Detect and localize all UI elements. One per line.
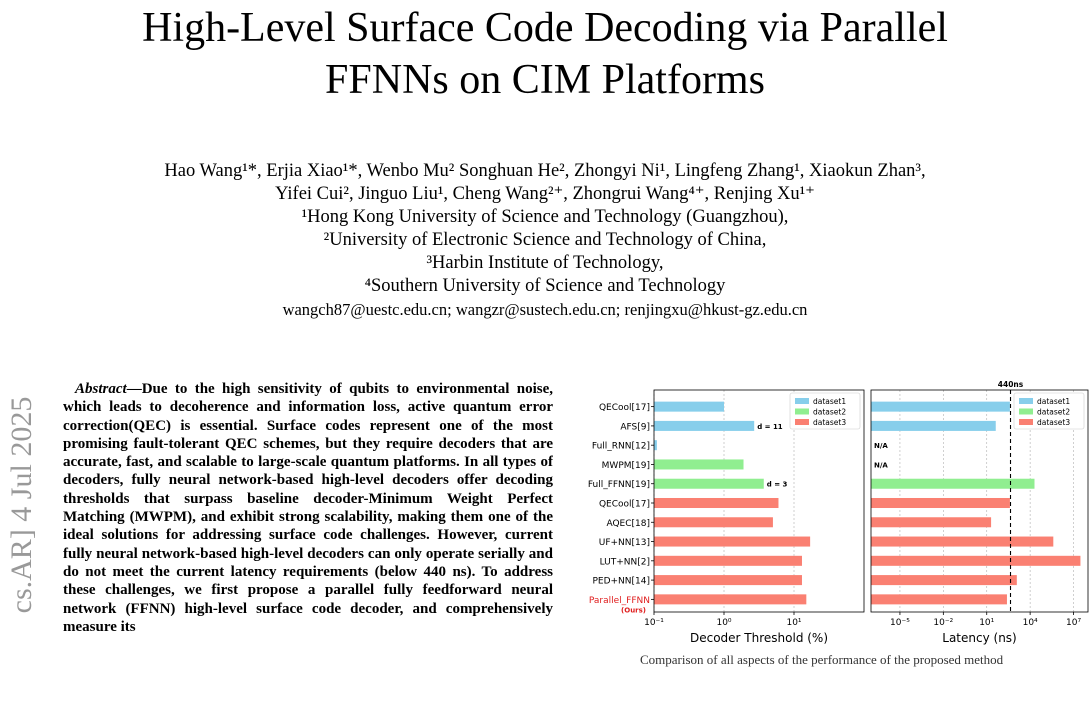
category-label: QECool[17]	[599, 500, 650, 510]
affiliation-4: ⁴Southern University of Science and Tech…	[364, 276, 726, 296]
legend-swatch-dataset3	[795, 419, 809, 425]
legend-swatch-dataset2	[1019, 408, 1033, 415]
bar-dataset3	[871, 575, 1017, 586]
abstract-lead: Abstract	[75, 381, 127, 397]
legend-swatch-dataset1	[1019, 398, 1033, 404]
x-tick-label: 10⁴	[1023, 618, 1038, 628]
x-tick-label: 10⁻¹	[644, 618, 664, 628]
bar-dataset3	[871, 594, 1007, 605]
category-label: Full_RNN[12]	[592, 442, 650, 452]
bar-dataset3	[871, 555, 1081, 566]
bar-dataset3	[654, 517, 773, 528]
legend-swatch-dataset2	[795, 408, 809, 415]
category-label: PED+NN[14]	[592, 577, 650, 587]
x-tick-label: 10¹	[786, 618, 801, 628]
bar-dataset1	[871, 420, 996, 431]
bar-dataset3	[871, 497, 1010, 509]
authors-line-2: Yifei Cui², Jinguo Liu¹, Cheng Wang²⁺, Z…	[275, 184, 815, 204]
bar-annotation: d = 11	[757, 423, 783, 431]
legend-swatch-dataset3	[1019, 419, 1033, 425]
x-tick-label: 10⁻⁵	[890, 618, 910, 628]
bar-dataset1	[654, 440, 657, 451]
bar-dataset1	[871, 401, 1010, 412]
category-label: Parallel_FFNN	[589, 596, 650, 606]
author-emails: wangch87@uestc.edu.cn; wangzr@sustech.ed…	[282, 300, 808, 319]
authors-line-1: Hao Wang¹*, Erjia Xiao¹*, Wenbo Mu² Song…	[164, 161, 926, 181]
category-label: MWPM[19]	[602, 461, 650, 471]
plot-frame	[870, 389, 1089, 613]
bar-annotation: N/A	[874, 442, 888, 450]
legend-label: dataset3	[1037, 418, 1070, 427]
paper-title: High-Level Surface Code Decoding via Par…	[0, 2, 1090, 106]
affiliation-3: ³Harbin Institute of Technology,	[426, 253, 664, 273]
arxiv-stamp: cs.AR] 4 Jul 2025	[5, 396, 38, 614]
x-tick-label: 10⁷	[1066, 618, 1081, 628]
x-axis-label: Latency (ns)	[942, 631, 1016, 645]
bar-dataset3	[654, 497, 779, 509]
bar-dataset1	[654, 420, 755, 431]
bar-dataset3	[871, 517, 992, 528]
bar-dataset1	[654, 401, 724, 412]
title-line-1: High-Level Surface Code Decoding via Par…	[142, 5, 948, 51]
abstract-body: —Due to the high sensitivity of qubits t…	[63, 381, 553, 635]
bar-dataset2	[654, 459, 744, 470]
bar-dataset2	[654, 478, 764, 489]
legend-label: dataset1	[813, 397, 846, 406]
bar-dataset3	[654, 536, 811, 547]
bar-annotation: N/A	[874, 461, 888, 469]
bar-dataset2	[871, 478, 1035, 489]
category-label: AFS[9]	[620, 422, 650, 432]
affiliation-1: ¹Hong Kong University of Science and Tec…	[301, 207, 789, 227]
legend-swatch-dataset1	[795, 398, 809, 404]
x-tick-label: 10¹	[979, 618, 994, 628]
affiliation-2: ²University of Electronic Science and Te…	[323, 230, 767, 250]
title-line-2: FFNNs on CIM Platforms	[325, 57, 765, 103]
category-label: QECool[17]	[599, 403, 650, 413]
bar-dataset3	[871, 536, 1054, 547]
category-label: LUT+NN[2]	[600, 557, 650, 567]
x-tick-label: 10⁻²	[933, 618, 953, 628]
ours-label: (Ours)	[621, 606, 646, 614]
figure-caption: Comparison of all aspects of the perform…	[640, 652, 1004, 667]
bar-annotation: d = 3	[767, 481, 788, 489]
x-axis-label: Decoder Threshold (%)	[690, 631, 828, 645]
x-tick-label: 10⁰	[716, 618, 731, 628]
legend-label: dataset3	[813, 418, 846, 427]
bar-dataset3	[654, 594, 807, 605]
comparison-chart-svg: 10⁻¹ 10⁰ 10¹ d = 11 d = 3 Decoder Threshold (…	[588, 380, 1089, 645]
category-label: UF+NN[13]	[599, 538, 650, 548]
plot-frame	[653, 389, 865, 613]
bar-dataset3	[654, 555, 802, 566]
legend-label: dataset1	[1037, 397, 1070, 406]
latency-reference-label: 440ns	[998, 380, 1024, 389]
author-block: Hao Wang¹*, Erjia Xiao¹*, Wenbo Mu² Song…	[0, 160, 1090, 321]
bar-dataset3	[654, 575, 802, 586]
category-label: Full_FFNN[19]	[588, 480, 650, 490]
legend-label: dataset2	[813, 408, 846, 417]
abstract-paragraph: Abstract—Due to the high sensitivity of …	[63, 380, 553, 636]
category-label: AQEC[18]	[606, 519, 650, 529]
comparison-figure: 10⁻¹ 10⁰ 10¹ d = 11 d = 3 Decoder Threshold (…	[575, 378, 1090, 667]
legend-label: dataset2	[1037, 408, 1070, 417]
abstract: Abstract—Due to the high sensitivity of …	[63, 380, 553, 667]
